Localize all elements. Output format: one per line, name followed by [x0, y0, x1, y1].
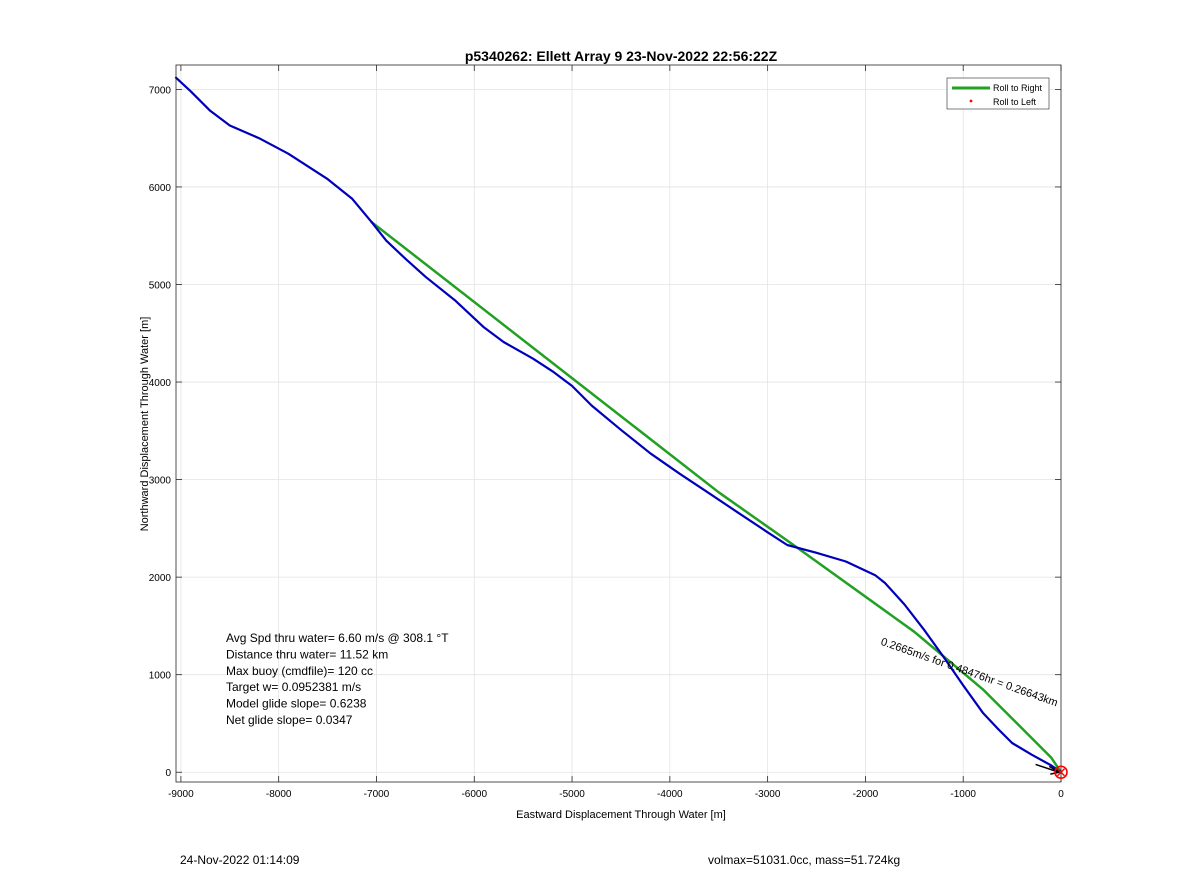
x-tick-label: -4000 [657, 789, 683, 800]
x-tick-label: 0 [1058, 789, 1064, 800]
stats-line: Target w= 0.0952381 m/s [226, 680, 361, 694]
x-tick-label: -1000 [950, 789, 976, 800]
chart-title: p5340262: Ellett Array 9 23-Nov-2022 22:… [465, 48, 778, 64]
y-tick-label: 3000 [149, 476, 172, 487]
stats-line: Avg Spd thru water= 6.60 m/s @ 308.1 °T [226, 631, 449, 645]
stats-line: Distance thru water= 11.52 km [226, 647, 388, 661]
stats-line: Model glide slope= 0.6238 [226, 697, 367, 711]
x-tick-label: -7000 [364, 789, 390, 800]
stats-line: Net glide slope= 0.0347 [226, 713, 353, 727]
y-tick-label: 2000 [149, 573, 172, 584]
legend-box [946, 77, 1050, 110]
footer-summary: volmax=51031.0cc, mass=51.724kg [708, 853, 901, 867]
footer-timestamp: 24-Nov-2022 01:14:09 [180, 853, 300, 867]
ticks: -9000 -8000 -7000 -6000 -5000 -4000 -3000 -2000… [149, 65, 1064, 800]
legend: Roll to Right Roll to Left [946, 77, 1050, 110]
x-tick-label: -8000 [266, 789, 292, 800]
series-layer [174, 76, 1063, 774]
stats-line: Max buoy (cmdfile)= 120 cc [226, 664, 373, 678]
drift-arrow-head [1048, 765, 1060, 773]
legend-label-roll-left: Roll to Left [993, 97, 1037, 107]
plot-area [176, 65, 1061, 782]
legend-swatch-roll-left [969, 99, 973, 103]
x-tick-label: -9000 [168, 789, 194, 800]
series-line-track [174, 76, 1063, 774]
y-tick-label: 7000 [149, 85, 172, 96]
x-tick-label: -2000 [853, 789, 879, 800]
y-tick-label: 1000 [149, 671, 172, 682]
y-tick-label: 6000 [149, 183, 172, 194]
x-axis-label: Eastward Displacement Through Water [m] [516, 809, 726, 821]
x-tick-label: -6000 [461, 789, 487, 800]
y-axis-label: Northward Displacement Through Water [m] [139, 317, 151, 532]
y-tick-label: 4000 [149, 378, 172, 389]
y-tick-label: 0 [165, 768, 171, 779]
origin-marker-x [1057, 768, 1065, 777]
x-tick-label: -3000 [755, 789, 781, 800]
legend-label-roll-right: Roll to Right [993, 83, 1043, 93]
end-marker [1035, 763, 1068, 780]
x-tick-label: -5000 [559, 789, 585, 800]
origin-marker-circle [1054, 765, 1068, 780]
plot-frame [175, 64, 1062, 783]
series-line-roll-right [370, 220, 1063, 774]
y-tick-label: 5000 [149, 280, 172, 291]
stats-annotation: Avg Spd thru water= 6.60 m/s @ 308.1 °T D… [226, 631, 449, 727]
